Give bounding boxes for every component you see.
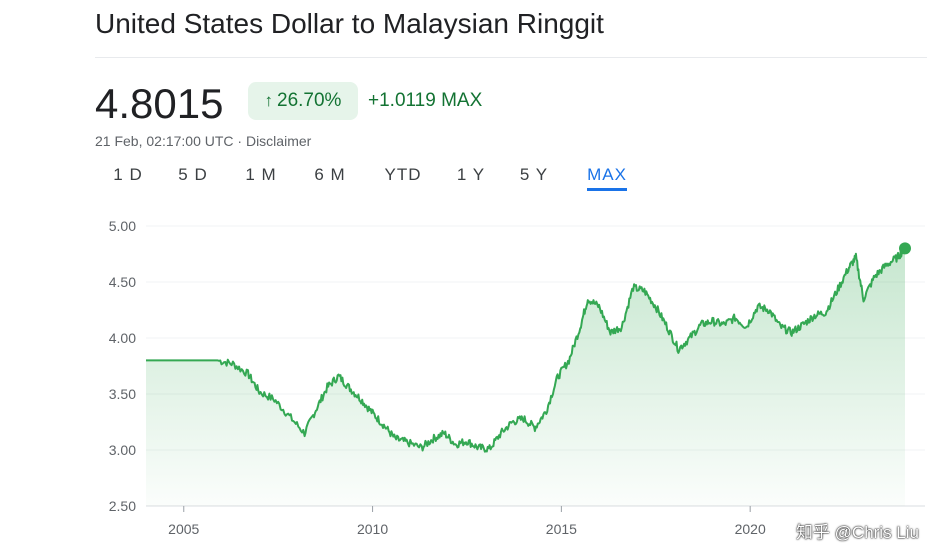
y-tick-label: 5.00	[109, 218, 136, 234]
y-tick-label: 2.50	[109, 498, 136, 514]
current-rate: 4.8015	[95, 80, 224, 127]
page-title: United States Dollar to Malaysian Ringgi…	[95, 8, 604, 39]
rate-chart[interactable]: 5.00 4.50 4.00 3.50 3.00 2.50 2005 2010 2015 202…	[0, 205, 927, 557]
timestamp-disclaimer: 21 Feb, 02:17:00 UTC · Disclaimer	[95, 133, 312, 149]
y-tick-label: 3.00	[109, 442, 136, 458]
latest-point	[899, 242, 911, 255]
tab-max[interactable]: MAX	[587, 165, 627, 195]
tab-5d[interactable]: 5 D	[178, 165, 208, 184]
tab-1y[interactable]: 1 Y	[456, 165, 486, 184]
x-tick-label: 2005	[168, 521, 199, 537]
x-tick-label: 2010	[357, 521, 388, 537]
arrow-up-icon: ↑	[264, 91, 274, 110]
y-axis: 5.00 4.50 4.00 3.50 3.00 2.50	[109, 218, 136, 514]
x-axis: 2005 2010 2015 2020	[168, 506, 766, 537]
y-tick-label: 4.00	[109, 330, 136, 346]
change-percent: 26.70%	[277, 90, 342, 111]
title-divider	[95, 57, 927, 58]
change-percent-badge: ↑ 26.70%	[248, 82, 358, 120]
change-absolute-value: +1.0119	[368, 90, 436, 111]
series-line	[146, 246, 906, 453]
tab-ytd[interactable]: YTD	[384, 165, 422, 184]
change-range-label: MAX	[441, 90, 483, 111]
change-absolute: +1.0119 MAX	[368, 90, 482, 112]
watermark: 知乎 @Chris Liu	[795, 523, 919, 542]
area-fill	[146, 247, 905, 506]
x-tick-label: 2015	[546, 521, 577, 537]
tab-5y[interactable]: 5 Y	[519, 165, 549, 184]
x-tick-label: 2020	[735, 521, 766, 537]
tab-6m[interactable]: 6 M	[314, 165, 346, 184]
tab-1m[interactable]: 1 M	[245, 165, 277, 184]
y-tick-label: 3.50	[109, 386, 136, 402]
tab-1d[interactable]: 1 D	[113, 165, 143, 184]
y-tick-label: 4.50	[109, 274, 136, 290]
